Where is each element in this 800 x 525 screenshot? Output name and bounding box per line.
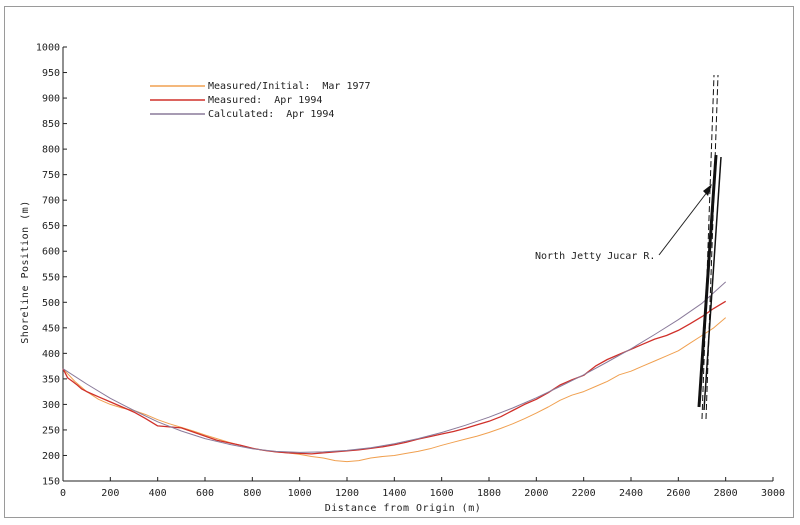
jetty-line-dashed-2 [705, 74, 719, 420]
x-tick-label: 3000 [761, 488, 785, 499]
y-tick-label: 1000 [36, 43, 60, 54]
x-tick-label: 1400 [382, 488, 406, 499]
y-tick-label: 350 [42, 374, 60, 385]
y-tick-label: 250 [42, 425, 60, 436]
jetty-line-outer-2 [703, 156, 722, 411]
y-tick-label: 400 [42, 349, 60, 360]
y-tick-label: 950 [42, 68, 60, 79]
y-tick-label: 500 [42, 298, 60, 309]
legend-label-calculated: Calculated: Apr 1994 [208, 109, 334, 120]
y-tick-label: 800 [42, 145, 60, 156]
series-line-measured-1994 [62, 300, 727, 455]
x-tick-label: 200 [101, 488, 119, 499]
legend: Measured/Initial: Mar 1977 Measured: Apr… [150, 81, 371, 120]
y-tick-label: 150 [42, 477, 60, 488]
x-tick-label: 1000 [288, 488, 312, 499]
y-tick-label: 900 [42, 94, 60, 105]
y-tick-label: 600 [42, 247, 60, 258]
chart-frame: 150 200 250 300 350 400 450 500 550 600 650 700 750 8… [4, 6, 794, 518]
jetty-line-outer-1 [697, 154, 718, 408]
y-tick-label: 450 [42, 323, 60, 334]
jetty-pointer-arrowhead [703, 184, 712, 196]
y-tick-label: 750 [42, 170, 60, 181]
y-tick-label: 200 [42, 451, 60, 462]
axes: 150 200 250 300 350 400 450 500 550 600 650 700 750 8… [36, 43, 785, 500]
y-tick-label: 650 [42, 221, 60, 232]
x-tick-label: 1600 [430, 488, 454, 499]
y-axis-label: Shoreline Position (m) [20, 200, 31, 343]
x-tick-label: 1200 [335, 488, 359, 499]
x-tick-label: 2400 [619, 488, 643, 499]
x-tick-label: 2600 [666, 488, 690, 499]
legend-label-initial: Measured/Initial: Mar 1977 [208, 81, 371, 92]
legend-label-measured: Measured: Apr 1994 [208, 95, 322, 106]
y-tick-label: 550 [42, 272, 60, 283]
x-tick-label: 600 [196, 488, 214, 499]
jetty-line-dashed-1 [701, 74, 715, 420]
series-layer [62, 281, 727, 463]
x-tick-label: 800 [243, 488, 261, 499]
jetty-pointer-line [658, 186, 712, 256]
series-line-calculated-1994 [62, 281, 727, 453]
series-line-measured-initial-1977 [62, 317, 727, 463]
x-axis-label: Distance from Origin (m) [325, 503, 482, 514]
x-tick-label: 400 [149, 488, 167, 499]
x-tick-label: 2000 [524, 488, 548, 499]
x-tick-label: 2800 [714, 488, 738, 499]
y-tick-label: 300 [42, 400, 60, 411]
y-tick-label: 850 [42, 119, 60, 130]
y-tick-label: 700 [42, 196, 60, 207]
x-tick-label: 2200 [572, 488, 596, 499]
x-tick-label: 0 [60, 488, 66, 499]
shoreline-chart: 150 200 250 300 350 400 450 500 550 600 650 700 750 8… [20, 43, 785, 515]
north-jetty-structure: North Jetty Jucar R. [535, 74, 722, 420]
x-tick-label: 1800 [477, 488, 501, 499]
jetty-annotation: North Jetty Jucar R. [535, 251, 655, 262]
